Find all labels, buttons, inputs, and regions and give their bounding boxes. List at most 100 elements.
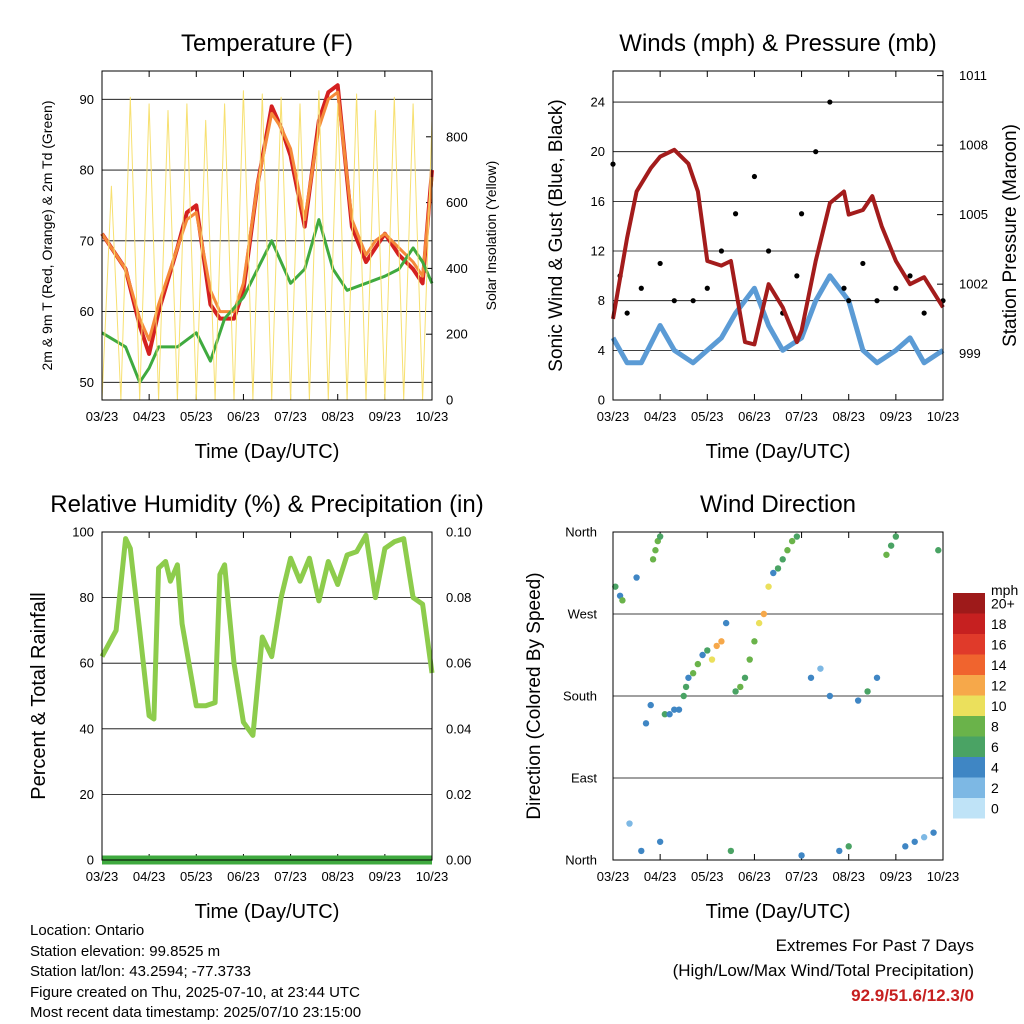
direction-point (902, 843, 909, 850)
x-tick-label: 07/23 (785, 869, 818, 884)
x-tick-label: 09/23 (369, 869, 402, 884)
direction-point (704, 647, 711, 654)
direction-point (817, 665, 824, 672)
direction-point (836, 847, 843, 855)
direction-point (845, 843, 852, 850)
y-tick-label: 60 (80, 304, 94, 319)
direction-point (612, 583, 619, 590)
x-tick-label: 03/23 (86, 409, 119, 424)
gust-point (907, 273, 913, 279)
chart-title: Winds (mph) & Pressure (mb) (619, 30, 936, 57)
legend-label: 14 (991, 657, 1007, 673)
y-right-tick-label: 400 (446, 261, 468, 276)
y-tick-label: North (565, 853, 597, 868)
x-tick-label: 06/23 (738, 869, 771, 884)
y-right-tick-label: 1011 (959, 68, 987, 83)
temperature-chart: Temperature (F) 03/23 04/23 05/23 06/23 07/23… (39, 30, 499, 463)
y-axis-label: Sonic Wind & Gust (Blue, Black) (546, 99, 567, 371)
x-tick-label: 08/23 (832, 409, 865, 424)
legend-label: 12 (991, 678, 1007, 694)
series-line-rh (99, 532, 435, 738)
gust-point (751, 173, 758, 180)
gust-point (718, 248, 725, 254)
legend-label: 6 (991, 739, 999, 755)
series-line-pressure (611, 147, 945, 347)
direction-point (920, 834, 928, 841)
legend-swatch (953, 654, 985, 675)
direction-point (755, 619, 763, 627)
y-tick-label: 12 (591, 244, 605, 259)
direction-point (826, 692, 834, 700)
x-tick-label: 10/23 (416, 869, 449, 884)
y-axis-label: 2m & 9m T (Red, Orange) & 2m Td (Green) (39, 101, 55, 371)
direction-point (892, 533, 900, 540)
y-tick-label: 50 (80, 375, 94, 390)
x-tick-label: 07/23 (274, 409, 307, 424)
x-tick-label: 09/23 (880, 869, 913, 884)
legend-swatch (953, 736, 985, 757)
direction-point (708, 656, 716, 663)
direction-point (718, 638, 725, 645)
legend-swatch (953, 798, 985, 819)
direction-point (647, 701, 654, 709)
gust-point (690, 298, 696, 304)
y-right-tick-label: 0.02 (446, 787, 471, 802)
legend-label: 18 (991, 616, 1007, 632)
direction-point (675, 706, 683, 713)
direction-point (619, 597, 626, 604)
gust-point (798, 211, 805, 217)
series-line-t9m (100, 90, 434, 342)
y-tick-label: 100 (72, 525, 94, 540)
direction-point (732, 688, 739, 695)
x-tick-label: 05/23 (691, 869, 724, 884)
direction-point (798, 852, 805, 859)
direction-point (873, 674, 881, 681)
x-tick-label: 03/23 (597, 409, 630, 424)
x-tick-label: 04/23 (133, 409, 166, 424)
y-right-tick-label: 0.10 (446, 525, 471, 540)
legend-swatch (953, 757, 985, 778)
y-right-tick-label: 200 (446, 327, 468, 342)
extremes-box: Extremes For Past 7 Days (High/Low/Max W… (673, 933, 974, 1008)
x-tick-label: 03/23 (86, 869, 119, 884)
gust-point (671, 298, 677, 304)
direction-point (727, 847, 735, 855)
legend-swatch (953, 716, 985, 737)
wind-pressure-chart: Winds (mph) & Pressure (mb) 03/23 04/23 05/… (546, 30, 1021, 463)
y-right-tick-label: 800 (446, 129, 468, 144)
direction-point (689, 670, 697, 677)
y-tick-label: 24 (591, 95, 605, 110)
direction-point (642, 720, 650, 727)
y-tick-label: West (568, 607, 598, 622)
direction-point (887, 542, 895, 549)
direction-point (788, 537, 796, 545)
gust-point (921, 310, 927, 316)
direction-point (854, 697, 862, 704)
gust-point (893, 285, 899, 291)
y-tick-label: 70 (80, 233, 94, 248)
plot-frame (612, 70, 944, 401)
direction-point (671, 706, 678, 713)
gust-point (794, 273, 800, 279)
direction-point (699, 651, 706, 659)
y-right-tick-label: 0 (446, 393, 453, 408)
y-tick-label: North (565, 525, 597, 540)
x-tick-label: 05/23 (180, 869, 213, 884)
legend-swatch (953, 777, 985, 798)
x-tick-label: 04/23 (644, 869, 677, 884)
gust-point (765, 248, 772, 254)
y-tick-label: South (563, 689, 597, 704)
direction-point (751, 638, 758, 645)
station-info: Location: Ontario Station elevation: 99.… (30, 921, 361, 1024)
legend-swatch (953, 613, 985, 634)
direction-point (722, 619, 730, 627)
direction-point (784, 547, 791, 554)
plot-frame (101, 531, 433, 861)
legend-label: 8 (991, 719, 999, 735)
location-text: Location: Ontario (30, 922, 145, 939)
direction-point (737, 683, 744, 691)
x-tick-label: 05/23 (691, 409, 724, 424)
direction-point (930, 829, 937, 836)
